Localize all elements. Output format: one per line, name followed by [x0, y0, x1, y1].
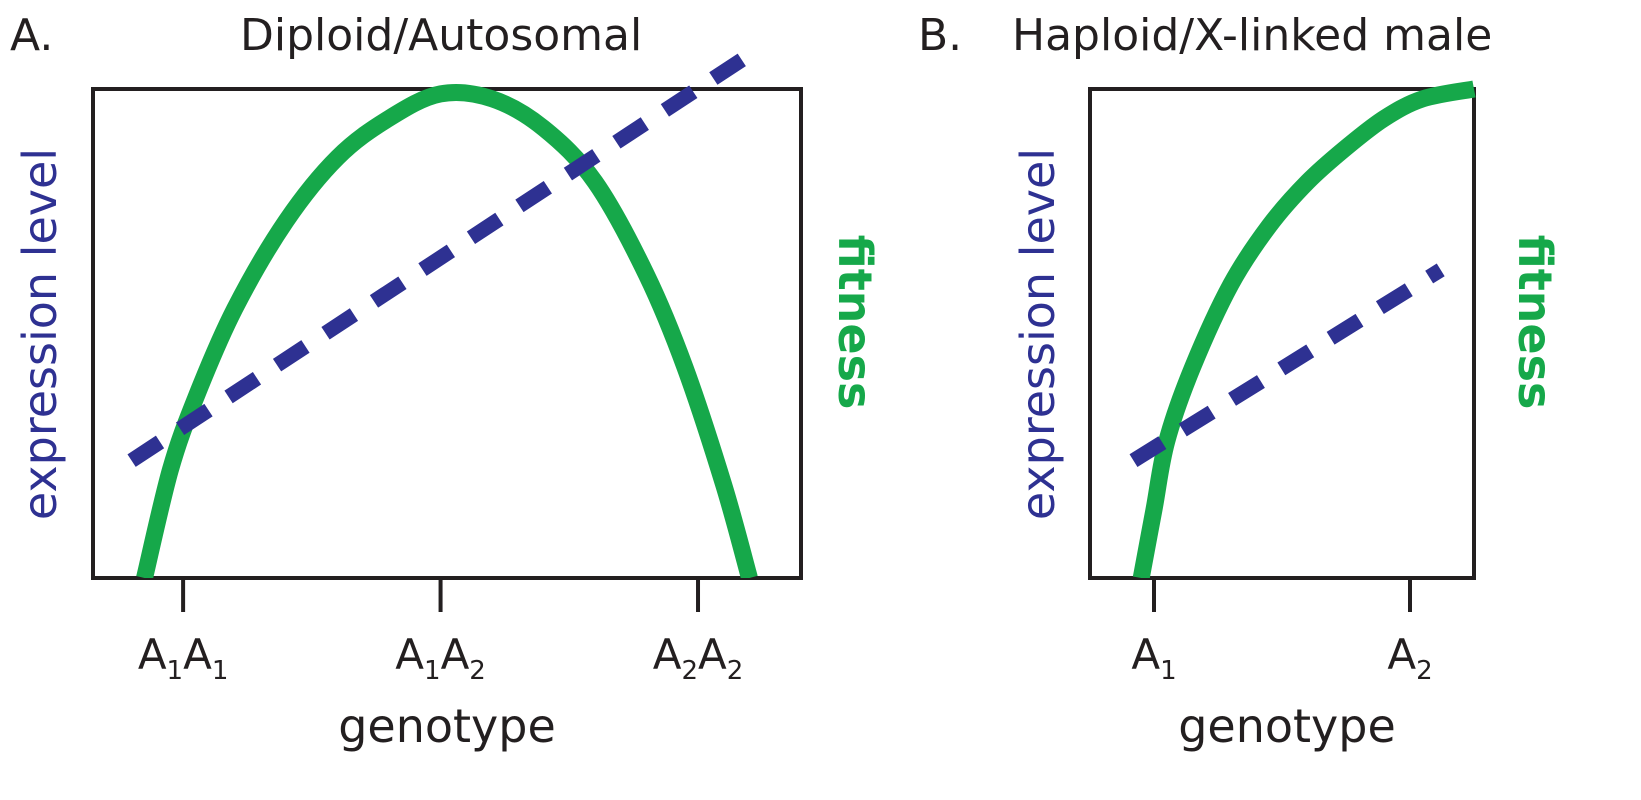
chart-title: Haploid/X-linked male [1012, 10, 1493, 61]
x-axis-label: genotype [338, 699, 556, 753]
x-tick-label: A2 [1387, 630, 1433, 686]
panel-a: A. Diploid/Autosomal A1A1 A1A2 A2A2 genoty… [10, 10, 882, 753]
panel-letter: A. [10, 10, 54, 61]
chart-title: Diploid/Autosomal [240, 10, 643, 61]
expression-line [127, 49, 754, 467]
fitness-curve [136, 83, 758, 578]
fitness-curve [1132, 80, 1476, 578]
y-axis-label: expression level [1011, 147, 1065, 521]
x-tick-label: A2A2 [652, 630, 744, 686]
chart-plot [91, 49, 803, 612]
x-axis-label: genotype [1178, 699, 1396, 753]
x-tick-label: A1A1 [137, 630, 229, 686]
expression-line [1129, 263, 1445, 467]
x-tick-label: A1 [1131, 630, 1177, 686]
x-tick-label: A1A2 [395, 630, 486, 686]
plot-frame [1088, 87, 1476, 580]
y2-axis-label: fitness [1508, 234, 1562, 410]
panel-letter: B. [918, 10, 963, 61]
